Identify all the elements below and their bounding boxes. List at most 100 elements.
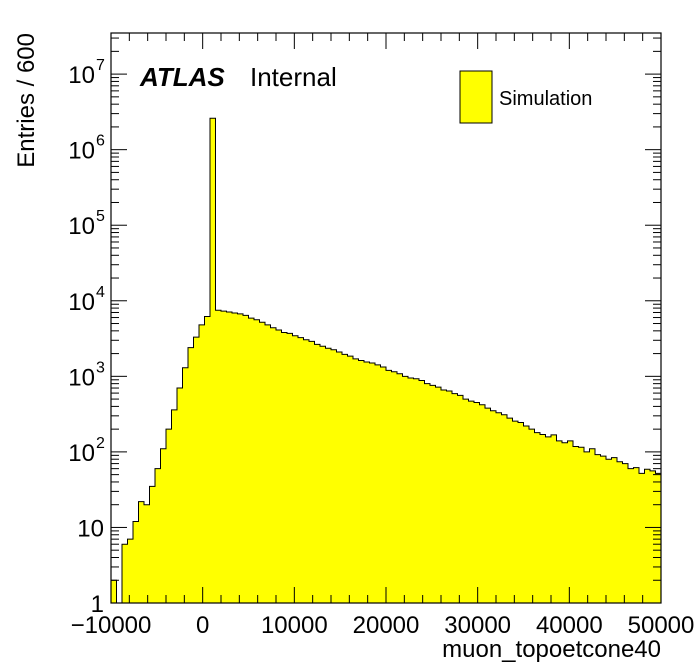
- histogram-bin: [127, 539, 133, 603]
- histogram-bin: [281, 332, 287, 603]
- histogram-bin: [622, 463, 628, 603]
- histogram-bin: [177, 388, 183, 603]
- histogram-bin: [435, 387, 441, 603]
- histogram-bin: [441, 389, 447, 603]
- y-tick-label: 10: [68, 440, 95, 467]
- histogram-bin: [523, 426, 529, 603]
- histogram-bin: [419, 380, 425, 603]
- histogram-bin: [644, 469, 650, 603]
- histogram-bars: [110, 117, 662, 604]
- y-tick-label: 10: [68, 289, 95, 316]
- histogram-bin: [589, 448, 595, 603]
- histogram-bin: [331, 349, 337, 603]
- x-tick-label: 30000: [444, 612, 511, 639]
- histogram-bin: [160, 448, 166, 603]
- histogram-bin: [391, 371, 397, 603]
- y-tick-label: 10: [77, 515, 104, 542]
- histogram-bin: [166, 429, 172, 603]
- histogram-bin: [628, 468, 634, 603]
- histogram-outline: [110, 117, 662, 604]
- histogram-bin: [408, 378, 414, 603]
- x-tick-label: 0: [196, 612, 209, 639]
- y-tick-label-exponent: 6: [96, 133, 105, 150]
- histogram-bin: [606, 459, 612, 603]
- histogram-bin: [122, 544, 128, 603]
- histogram-bin: [485, 408, 491, 603]
- axis-ticks: [110, 33, 662, 604]
- histogram-bin: [490, 410, 496, 603]
- histogram-bin: [314, 344, 320, 603]
- y-tick-label-exponent: 7: [96, 57, 105, 74]
- histogram-bin: [573, 446, 579, 603]
- histogram-bin: [171, 409, 177, 603]
- histogram-bin: [133, 521, 139, 603]
- histogram-bin: [545, 436, 551, 603]
- histogram-bin: [386, 370, 392, 603]
- histogram-bin: [551, 434, 557, 603]
- histogram-bin: [325, 348, 331, 603]
- x-tick-label: 10000: [261, 612, 328, 639]
- y-axis-title: Entries / 600: [13, 33, 40, 168]
- histogram-bin: [336, 351, 342, 603]
- legend-label-simulation: Simulation: [499, 88, 592, 110]
- histogram-bin: [303, 339, 309, 603]
- histogram-bin: [199, 324, 205, 603]
- atlas-label: ATLAS: [139, 62, 225, 92]
- histogram-bin: [639, 473, 645, 603]
- histogram-bin: [567, 440, 573, 603]
- histogram-bin: [265, 324, 271, 603]
- histogram-bin: [292, 335, 298, 603]
- histogram-bin: [501, 414, 507, 603]
- histogram-bin: [353, 358, 359, 603]
- histogram-bin: [600, 456, 606, 603]
- histogram-bin: [237, 313, 243, 603]
- x-tick-label: 20000: [353, 612, 420, 639]
- x-axis-title: muon_topoetcone40: [442, 636, 661, 663]
- histogram-bin: [221, 311, 227, 603]
- histogram-bin: [556, 440, 562, 603]
- histogram-bin: [287, 333, 293, 603]
- histogram-bin: [369, 363, 375, 603]
- histogram-bin: [611, 457, 617, 603]
- histogram-bin: [463, 399, 469, 603]
- histogram-bin: [650, 470, 656, 603]
- y-tick-label-exponent: 2: [96, 435, 105, 452]
- histogram-bin: [342, 354, 348, 603]
- histogram-bin: [397, 373, 403, 603]
- histogram-bin: [529, 429, 535, 603]
- histogram-bin: [496, 412, 502, 603]
- histogram-bin: [243, 315, 249, 603]
- histogram-bin: [633, 467, 639, 603]
- y-tick-label-exponent: 3: [96, 359, 105, 376]
- histogram-bin: [479, 404, 485, 603]
- y-tick-label-exponent: 5: [96, 208, 105, 225]
- histogram-bin: [204, 316, 210, 603]
- histogram-bin: [595, 454, 601, 603]
- histogram-bin: [534, 432, 540, 603]
- histogram-bin: [468, 401, 474, 603]
- histogram-bin: [430, 385, 436, 603]
- histogram-bin: [215, 310, 221, 603]
- histogram-bin: [474, 402, 480, 603]
- histogram-bin: [188, 347, 194, 603]
- histogram-bin: [375, 364, 381, 603]
- histogram-bin: [446, 390, 452, 603]
- histogram-bin: [562, 442, 568, 603]
- histogram-bin: [507, 418, 513, 603]
- histogram-bin: [584, 451, 590, 603]
- y-tick-label: 10: [68, 213, 95, 240]
- histogram-bin: [210, 118, 216, 603]
- histogram-bin: [111, 580, 117, 603]
- histogram-bin: [540, 434, 546, 603]
- histogram-bin: [309, 341, 315, 603]
- histogram-bin: [144, 504, 150, 603]
- histogram-bin: [254, 319, 260, 603]
- histogram-bin: [518, 422, 524, 603]
- histogram-bin: [424, 383, 430, 603]
- histogram-bin: [578, 447, 584, 603]
- histogram-bin: [457, 395, 463, 603]
- histogram-bin: [193, 337, 199, 603]
- histogram-bin: [655, 473, 661, 603]
- legend-swatch: [459, 70, 493, 124]
